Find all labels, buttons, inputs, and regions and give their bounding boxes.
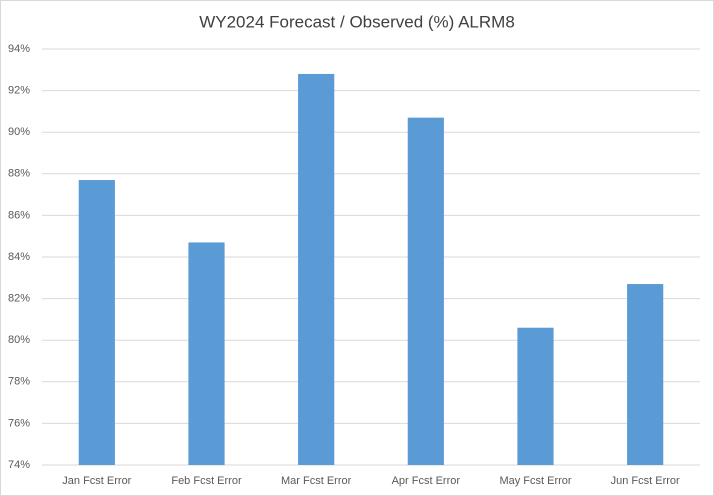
y-tick-label: 76%: [8, 417, 30, 429]
y-tick-label: 78%: [8, 376, 30, 388]
y-tick-label: 84%: [8, 251, 30, 263]
x-tick-label: Jan Fcst Error: [62, 475, 131, 487]
x-tick-label: Apr Fcst Error: [392, 475, 461, 487]
x-tick-label: Feb Fcst Error: [171, 475, 242, 487]
chart-title: WY2024 Forecast / Observed (%) ALRM8: [199, 12, 515, 31]
bar: [298, 73, 335, 466]
x-tick-label: Mar Fcst Error: [281, 475, 352, 487]
bar: [78, 180, 115, 466]
x-tick-label: May Fcst Error: [499, 475, 571, 487]
y-tick-label: 92%: [8, 85, 30, 97]
y-tick-label: 86%: [8, 209, 30, 221]
y-tick-label: 94%: [8, 43, 30, 55]
bar: [407, 117, 444, 465]
bar: [627, 284, 664, 465]
y-tick-label: 88%: [8, 168, 30, 180]
y-tick-label: 80%: [8, 334, 30, 346]
y-tick-label: 82%: [8, 293, 30, 305]
y-tick-label: 90%: [8, 126, 30, 138]
bar: [517, 327, 554, 465]
bar: [188, 242, 225, 465]
y-tick-label: 74%: [8, 459, 30, 471]
x-tick-label: Jun Fcst Error: [611, 475, 680, 487]
